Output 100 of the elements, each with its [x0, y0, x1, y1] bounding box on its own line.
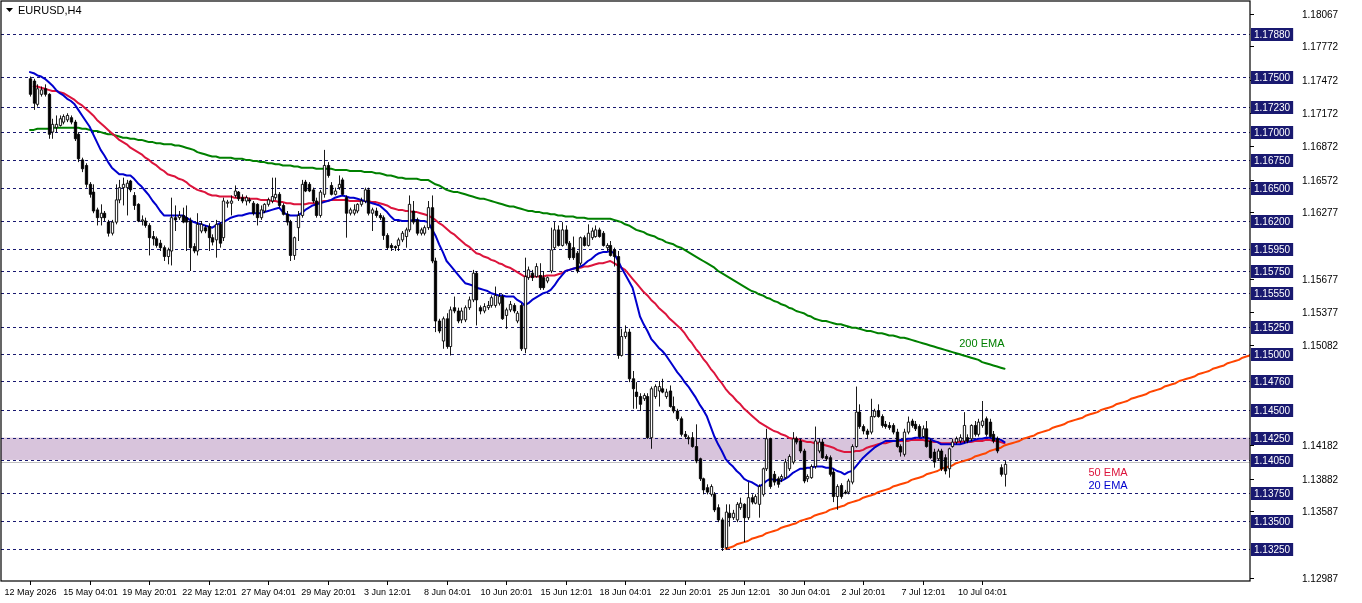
candlestick [482, 302, 487, 314]
candlestick [954, 436, 959, 445]
ref-line-label: 1.16200 [1254, 216, 1291, 227]
x-tick-label: 3 Jun 12:01 [363, 587, 412, 597]
candlestick [337, 174, 342, 191]
candlestick [657, 380, 662, 408]
y-tick-label: 1.17772 [1302, 41, 1339, 52]
candlestick [255, 202, 260, 226]
ref-line-label: 1.14760 [1254, 376, 1291, 387]
ref-line-label: 1.17880 [1254, 29, 1291, 40]
y-tick-label: 1.16572 [1302, 175, 1339, 186]
y-tick-label: 1.16277 [1302, 207, 1339, 218]
y-tick-label: 1.13587 [1302, 506, 1339, 517]
candlestick [887, 421, 892, 431]
candlestick [869, 398, 874, 435]
candlestick [61, 113, 66, 125]
candlestick [917, 423, 922, 439]
text: 50 EMA [1088, 466, 1129, 479]
candlestick [947, 447, 952, 479]
candlestick [474, 270, 479, 326]
text: 20 EMA [1088, 479, 1129, 492]
ref-line-label: 1.13750 [1254, 488, 1291, 499]
candlestick [735, 501, 740, 523]
candlestick [783, 458, 788, 480]
ref-line-label: 1.14250 [1254, 433, 1291, 444]
candlestick [233, 184, 238, 199]
candlestick [973, 420, 978, 438]
candlestick [668, 384, 673, 409]
candlestick [240, 193, 245, 204]
ref-line-label: 1.13500 [1254, 516, 1291, 527]
y-tick-label: 1.15082 [1302, 340, 1339, 351]
candlestick [988, 418, 993, 439]
y-tick-label: 1.14182 [1302, 440, 1339, 451]
candlestick [962, 411, 967, 444]
x-tick-label: 12 May 2026 [4, 587, 57, 597]
x-tick-label: 22 May 12:01 [182, 587, 237, 597]
candlestick [344, 194, 349, 239]
ref-line-label: 1.15950 [1254, 244, 1291, 255]
x-tick-label: 30 Jun 04:01 [778, 587, 831, 597]
x-tick-label: 27 May 04:01 [241, 587, 296, 597]
candlestick [99, 203, 104, 226]
ref-line-label: 1.15250 [1254, 322, 1291, 333]
y-tick-label: 1.12987 [1302, 573, 1339, 584]
x-tick-label: 15 May 04:01 [63, 587, 118, 597]
ref-line-label: 1.15000 [1254, 349, 1291, 360]
candlestick [207, 222, 212, 252]
ref-line-label: 1.17230 [1254, 102, 1291, 113]
candlestick [441, 316, 446, 350]
candlestick [214, 219, 219, 259]
ref-line-label: 1.16500 [1254, 183, 1291, 194]
line-series [724, 354, 1250, 550]
candlestick [601, 230, 606, 248]
candlestick [939, 448, 944, 472]
y-tick-label: 1.16872 [1302, 141, 1339, 152]
candlestick [340, 177, 345, 196]
candlestick [352, 203, 357, 216]
candlestick [538, 262, 543, 291]
ref-line-label: 1.17500 [1254, 72, 1291, 83]
candlestick [35, 83, 40, 108]
x-tick-label: 29 May 20:01 [301, 587, 356, 597]
y-tick-label: 1.17172 [1302, 108, 1339, 119]
candlestick [106, 219, 111, 238]
candlestick [969, 423, 974, 442]
candlestick [686, 434, 691, 445]
candlestick [556, 224, 561, 248]
y-tick-label: 1.18067 [1302, 9, 1339, 20]
candlestick [244, 194, 249, 206]
candlestick [593, 224, 598, 239]
candlestick [65, 112, 70, 123]
ref-line-label: 1.15550 [1254, 288, 1291, 299]
candlestick [478, 304, 483, 315]
candlestick [270, 177, 275, 204]
candlestick [329, 181, 334, 196]
ref-line-label: 1.15750 [1254, 266, 1291, 277]
ref-line-label: 1.14050 [1254, 455, 1291, 466]
y-tick-label: 1.13882 [1302, 474, 1339, 485]
chart-title: EURUSD,H4 [18, 4, 82, 16]
x-tick-label: 10 Jul 04:01 [957, 587, 1008, 597]
candlestick [616, 250, 621, 360]
candlestick [229, 194, 234, 216]
candlestick [355, 202, 360, 214]
ref-line-label: 1.13250 [1254, 544, 1291, 555]
candlestick [1003, 460, 1008, 488]
x-tick-label: 10 Jun 20:01 [480, 587, 533, 597]
candlestick [560, 221, 565, 248]
candlestick [493, 286, 498, 309]
candlestick [820, 438, 825, 460]
candlestick [125, 179, 130, 216]
y-tick-label: 1.15377 [1302, 307, 1339, 318]
x-tick-label: 2 Jul 20:01 [841, 587, 886, 597]
x-tick-label: 7 Jul 12:01 [901, 587, 946, 597]
x-tick-label: 15 Jun 12:01 [540, 587, 593, 597]
series-label: 200 EMA [959, 336, 1006, 349]
x-tick-label: 19 May 20:01 [122, 587, 177, 597]
candlestick [459, 307, 464, 324]
ref-line-label: 1.16750 [1254, 155, 1291, 166]
candlestick [162, 244, 167, 262]
candlestick [32, 78, 37, 111]
x-tick-label: 22 Jun 20:01 [659, 587, 712, 597]
candlestick [58, 114, 63, 128]
